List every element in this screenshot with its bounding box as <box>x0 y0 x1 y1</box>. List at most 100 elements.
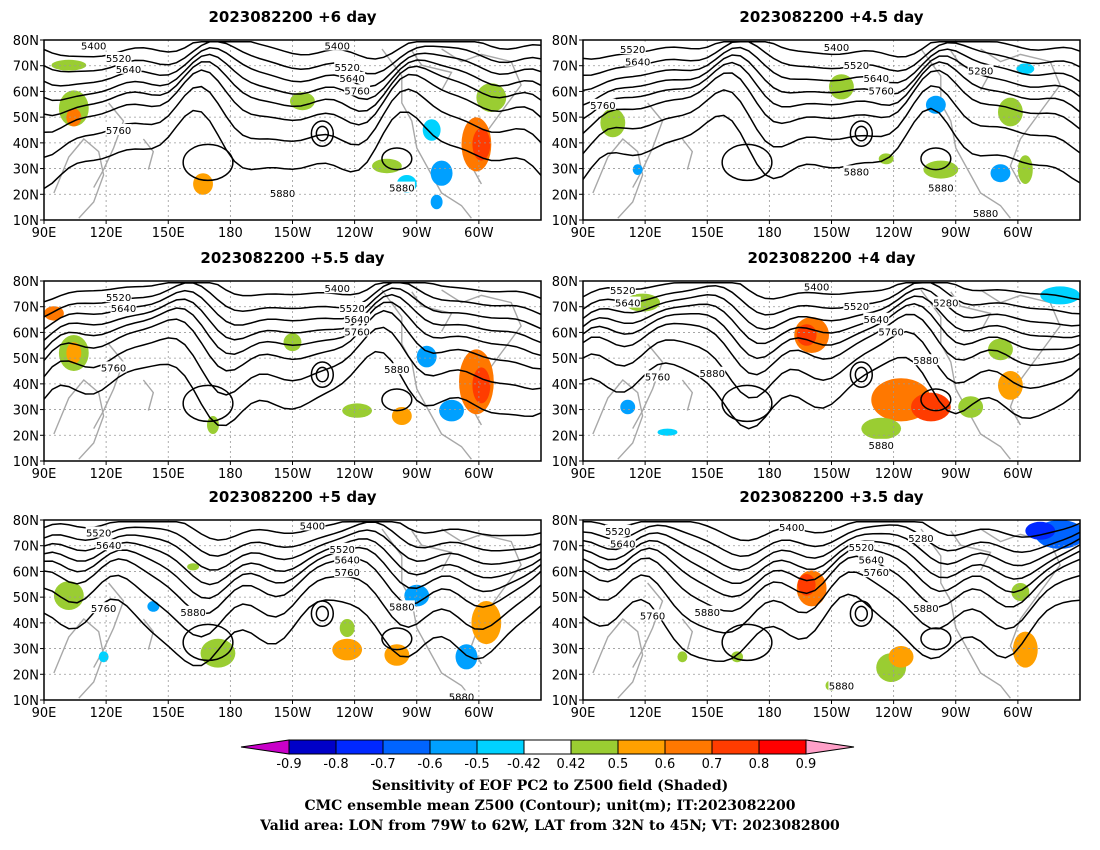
lat-tick-label: 60N <box>552 85 578 100</box>
contour-label: 5520 <box>610 286 635 297</box>
colorbar-tick-label: 0.8 <box>749 757 770 772</box>
contour-label: 5520 <box>106 293 131 304</box>
contour-line-0 <box>44 282 541 303</box>
lon-tick-label: 150W <box>274 467 312 482</box>
contour-label: 5520 <box>106 54 131 65</box>
lat-tick-label: 70N <box>13 540 39 555</box>
closed-contour-1 <box>721 143 773 182</box>
lon-tick-label: 150W <box>813 706 851 721</box>
lat-tick-label: 70N <box>552 60 578 75</box>
contour-label: 5280 <box>968 67 993 78</box>
lon-tick-label: 150E <box>691 467 724 482</box>
colorbar-swatch-4 <box>476 739 525 755</box>
lon-tick-label: 150E <box>152 706 185 721</box>
lat-tick-label: 40N <box>13 617 39 632</box>
contour-label: 5400 <box>824 43 849 54</box>
lon-tick-label: 120E <box>90 226 123 241</box>
lat-tick-label: 50N <box>552 352 578 367</box>
shaded-region-7 <box>439 399 464 422</box>
closed-contour-2 <box>920 627 952 651</box>
z500-contours <box>583 41 1080 184</box>
contour-label: 5400 <box>804 282 829 293</box>
lon-tick-label: 120W <box>875 467 913 482</box>
contour-line-2 <box>44 529 541 571</box>
shaded-region-9 <box>620 399 636 415</box>
shaded-region-10 <box>657 428 678 436</box>
contour-label: 5640 <box>625 58 650 69</box>
panel-title: 2023082200 +6 day <box>209 8 377 26</box>
lon-tick-label: 90W <box>402 706 432 721</box>
contour-label: 5640 <box>864 74 889 85</box>
shaded-region-8 <box>339 619 355 637</box>
lon-tick-label: 90E <box>32 467 57 482</box>
lon-tick-label: 150E <box>152 467 185 482</box>
coastline-0 <box>592 138 644 219</box>
lon-tick-label: 90E <box>32 226 57 241</box>
contour-line-3 <box>583 295 1080 345</box>
lat-tick-label: 30N <box>13 643 39 658</box>
map-panel-1: 2023082200 +6 day 54005520564054005520564… <box>13 8 542 241</box>
contour-label: 5640 <box>96 541 121 552</box>
lon-tick-label: 120W <box>336 706 374 721</box>
lat-tick-label: 30N <box>552 163 578 178</box>
shaded-region-5 <box>861 417 902 440</box>
contour-line-6 <box>44 326 541 396</box>
colorbar-tick-label: 0.5 <box>608 757 629 772</box>
contour-label: 5400 <box>325 284 350 295</box>
closed-contour-1 <box>721 623 773 662</box>
coastline-4 <box>980 528 1061 665</box>
contour-label: 5400 <box>81 41 106 52</box>
colorbar-tick-label: -0.9 <box>276 757 301 772</box>
contour-label: 5640 <box>344 315 369 326</box>
shaded-region-7 <box>1025 521 1056 540</box>
closed-contour-3 <box>315 605 330 622</box>
lon-tick-label: 60W <box>464 226 494 241</box>
lon-tick-label: 90E <box>571 706 596 721</box>
contour-line-7 <box>44 598 541 667</box>
contour-line-6 <box>44 574 541 638</box>
lon-tick-label: 90W <box>402 226 432 241</box>
colorbar-tick-label: -0.8 <box>323 757 348 772</box>
lat-tick-label: 10N <box>13 455 39 470</box>
shaded-region-3 <box>997 97 1023 127</box>
contour-line-7 <box>583 593 1080 662</box>
caption-line-2: CMC ensemble mean Z500 (Contour); unit(m… <box>305 798 796 814</box>
lat-tick-label: 80N <box>552 275 578 290</box>
contour-line-4 <box>583 303 1080 360</box>
sensitivity-shading <box>600 63 1035 185</box>
lat-tick-label: 10N <box>552 694 578 709</box>
contour-line-7 <box>44 350 541 427</box>
contour-label: 5760 <box>878 327 903 338</box>
contour-line-2 <box>583 532 1080 571</box>
contour-label: 5880 <box>389 602 414 613</box>
contour-line-5 <box>44 557 541 615</box>
colorbar-swatch-8 <box>664 739 713 755</box>
coastline-0 <box>53 379 105 460</box>
contour-label: 5520 <box>844 302 869 313</box>
coastlines <box>592 48 1061 219</box>
closed-contour-3 <box>854 605 869 622</box>
map-content: 5520564054005520564057605280576058805880… <box>583 40 1080 220</box>
contour-label: 5520 <box>334 63 359 74</box>
lon-tick-label: 90E <box>571 467 596 482</box>
contour-label: 5880 <box>389 184 414 195</box>
lat-tick-label: 20N <box>552 668 578 683</box>
coastline-5 <box>950 530 992 571</box>
sensitivity-shading <box>51 59 507 210</box>
lon-tick-label: 90E <box>571 226 596 241</box>
shaded-region-6 <box>472 367 491 404</box>
lat-tick-label: 70N <box>13 301 39 316</box>
closed-contour-0 <box>310 600 335 627</box>
lat-tick-label: 20N <box>552 188 578 203</box>
caption-line-1: Sensitivity of EOF PC2 to Z500 field (Sh… <box>372 778 728 794</box>
lat-tick-label: 50N <box>552 591 578 606</box>
contour-label: 5280 <box>933 299 958 310</box>
lat-tick-label: 10N <box>13 694 39 709</box>
lon-tick-label: 150E <box>691 706 724 721</box>
lat-tick-label: 30N <box>552 404 578 419</box>
lat-tick-label: 80N <box>13 514 39 529</box>
contour-label: 5760 <box>868 86 893 97</box>
